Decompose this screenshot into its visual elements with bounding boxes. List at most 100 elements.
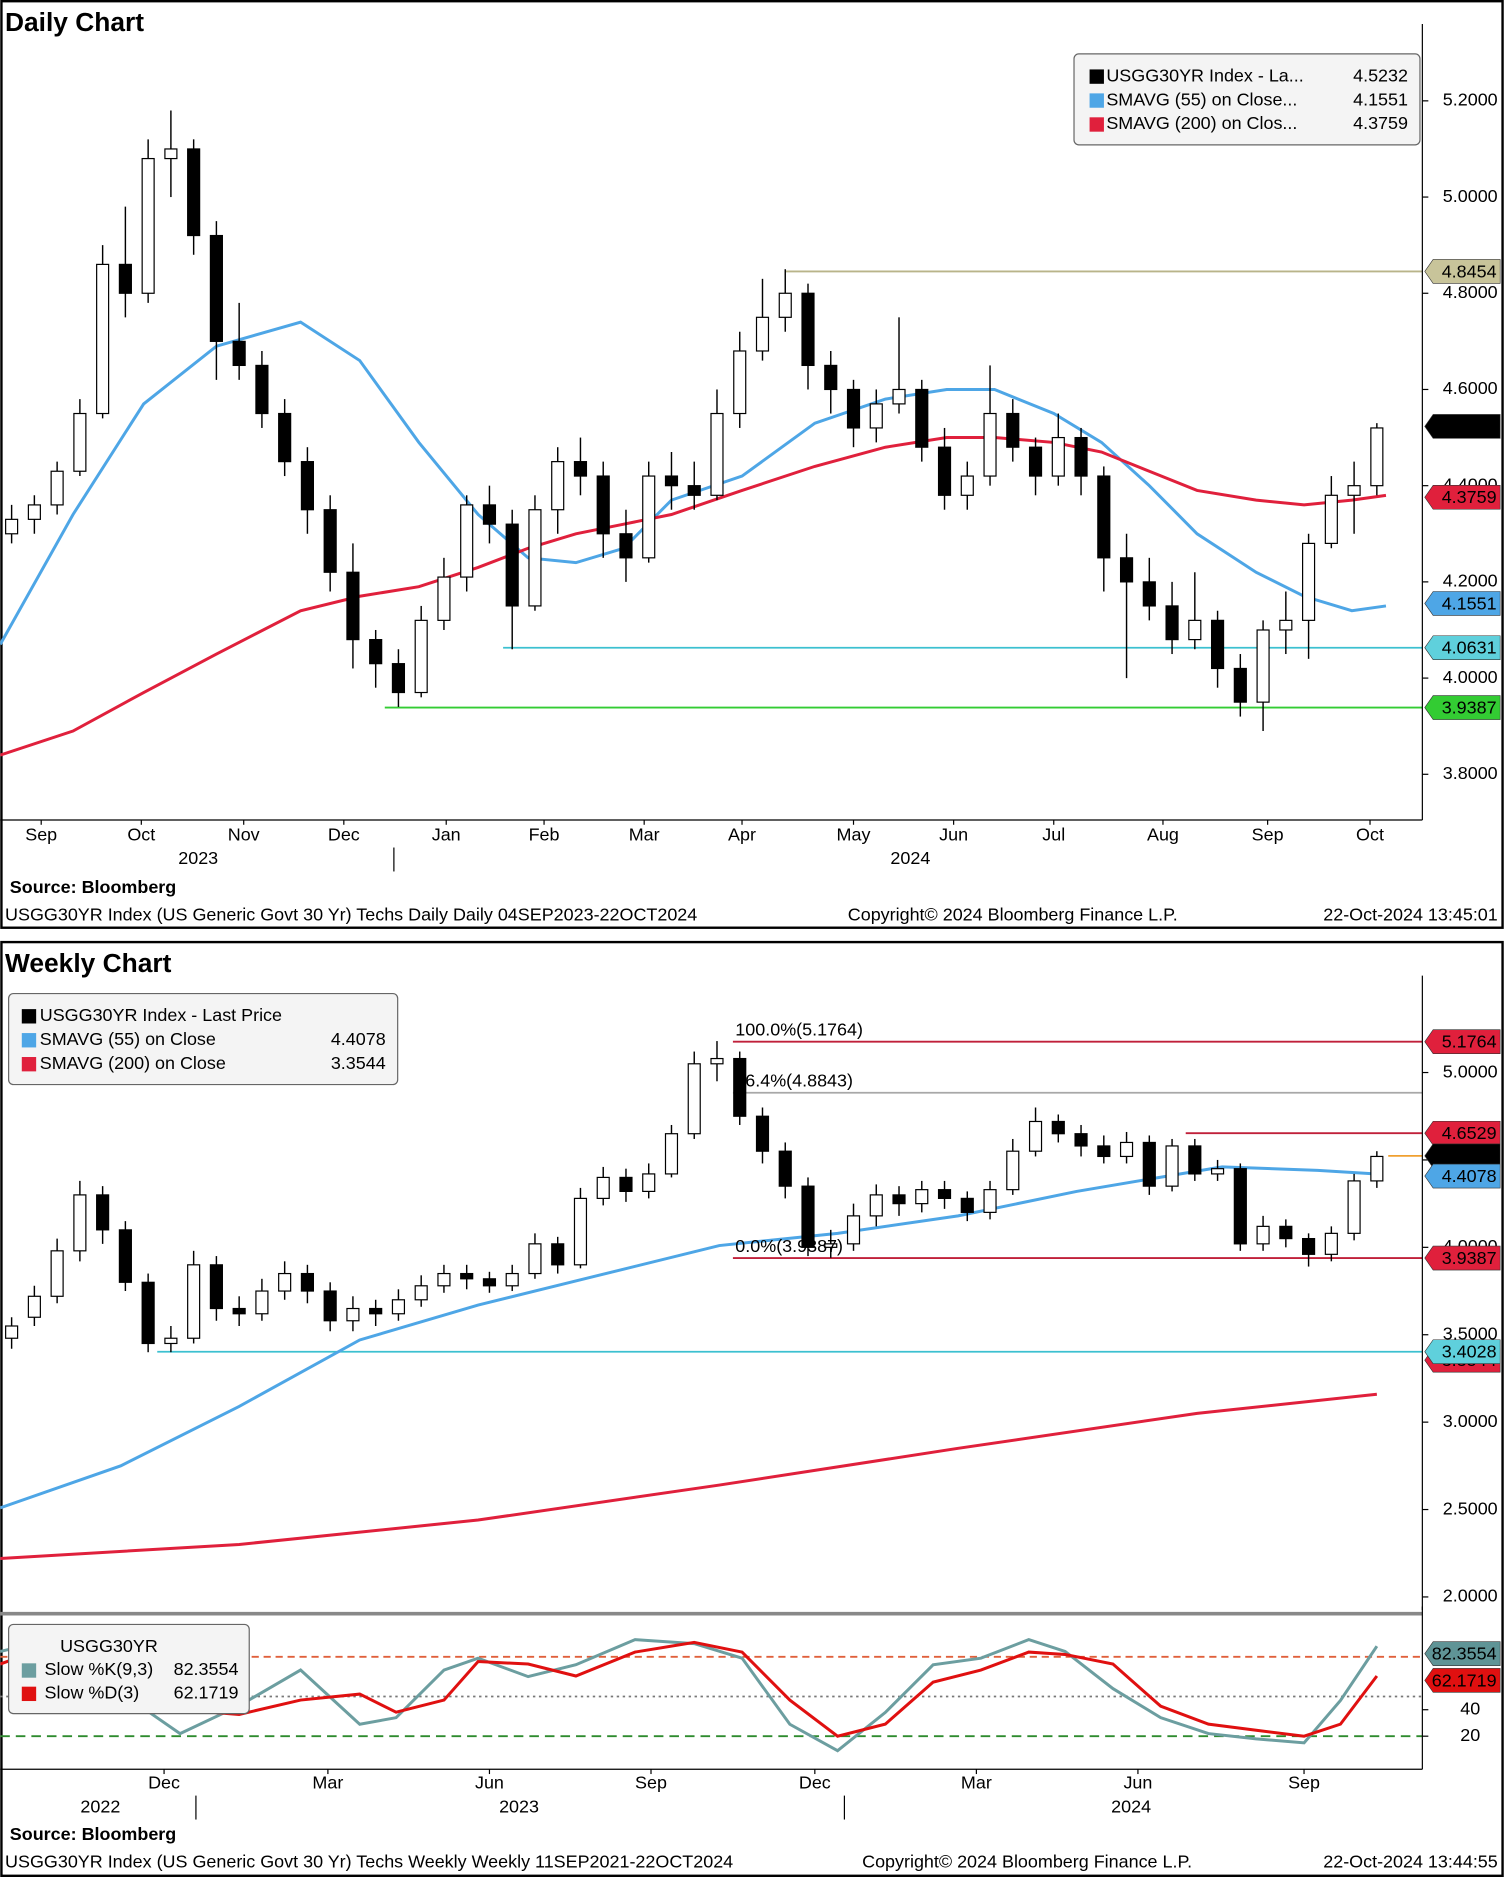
price-tag — [1424, 1245, 1501, 1271]
candle-body — [482, 1278, 497, 1287]
legend-name: Slow %K(9,3) — [45, 1659, 154, 1679]
candle-body — [778, 1150, 792, 1187]
price-tag — [1424, 1641, 1501, 1666]
price-tag-label: 4.5232 — [1442, 416, 1497, 436]
source: Source: Bloomberg — [10, 877, 176, 897]
candle-body — [232, 340, 246, 367]
candle-body — [300, 461, 315, 511]
y-tick-label: 3.0000 — [1443, 1411, 1498, 1431]
legend-swatch — [21, 1663, 37, 1678]
candle-body — [1006, 412, 1020, 448]
x-tick-label: Aug — [1147, 824, 1179, 844]
x-tick-label: Jul — [1042, 824, 1065, 844]
price-tag — [1424, 1120, 1501, 1146]
x-tick-label: May — [837, 824, 871, 844]
legend-name: SMAVG (55) on Close — [40, 1029, 216, 1049]
candle-body — [869, 403, 883, 429]
y-tick-label: 40 — [1460, 1698, 1480, 1718]
x-tick-label: Mar — [629, 824, 660, 844]
series-line — [0, 1392, 1378, 1560]
legend-swatch — [1089, 117, 1104, 132]
candle-body — [414, 619, 428, 694]
plot-area — [0, 1040, 1423, 1560]
price-tag — [1424, 259, 1501, 284]
candle-body — [73, 412, 87, 472]
year-label: 2022 — [80, 1796, 120, 1816]
legend-swatch — [21, 1686, 37, 1702]
candle-body — [232, 1307, 246, 1315]
y-tick-label: 4.6000 — [1443, 378, 1498, 398]
x-tick-label: Sep — [25, 824, 57, 844]
candle-body — [505, 1272, 519, 1287]
legend-name: SMAVG (200) on Close — [40, 1053, 226, 1073]
candle-body — [619, 1176, 633, 1192]
legend-value: 82.3554 — [174, 1659, 239, 1679]
candle-body — [346, 571, 360, 641]
legend-name: USGG30YR Index - La... — [1106, 65, 1303, 85]
legend-value: 4.5232 — [1353, 65, 1408, 85]
plot-area — [0, 110, 1423, 757]
x-tick-label: Sep — [1288, 1772, 1320, 1792]
candle-body — [1324, 494, 1338, 544]
candle-body — [528, 1243, 542, 1275]
candle-body — [482, 504, 497, 525]
candle-body — [983, 1189, 997, 1213]
candle-body — [1324, 1232, 1338, 1255]
price-tag-label: 4.0631 — [1442, 638, 1497, 658]
candle-body — [1188, 619, 1202, 641]
candle-body — [141, 157, 155, 294]
candle-body — [892, 388, 906, 405]
x-tick-label: Jun — [1123, 1772, 1152, 1792]
candle-body — [5, 518, 19, 535]
x-tick-label: Dec — [799, 1772, 831, 1792]
price-tag — [1424, 695, 1501, 720]
legend-swatch — [21, 1033, 37, 1048]
x-tick-label: Nov — [228, 824, 260, 844]
candle-body — [551, 1243, 565, 1266]
candle-body — [755, 316, 770, 352]
candle-body — [892, 1194, 906, 1205]
x-tick-label: Jun — [939, 824, 968, 844]
price-tag — [1424, 1163, 1501, 1189]
candle-body — [1302, 542, 1316, 621]
candle-body — [551, 461, 565, 511]
candle-body — [1028, 446, 1043, 477]
candle-body — [369, 639, 383, 665]
candle-body — [1302, 1237, 1316, 1255]
legend-swatch — [1089, 93, 1104, 108]
candle-body — [437, 576, 451, 621]
candle-body — [846, 1215, 861, 1245]
candle-body — [1233, 1168, 1247, 1245]
price-tag — [1424, 414, 1501, 439]
source: Source: Bloomberg — [10, 1824, 176, 1844]
fib-label: 76.4%(4.8843) — [735, 1071, 853, 1091]
candle-body — [141, 1281, 155, 1345]
copyright: Copyright© 2024 Bloomberg Finance L.P. — [848, 904, 1178, 924]
candle-body — [437, 1272, 451, 1287]
legend-value: 4.1551 — [1353, 89, 1408, 109]
price-tag-label: 4.3759 — [1442, 487, 1497, 507]
candle-body — [460, 1272, 474, 1280]
series-line — [0, 436, 1387, 757]
candle-body — [869, 1194, 883, 1217]
candle-body — [960, 1197, 974, 1213]
price-tag — [1424, 635, 1501, 661]
candle-body — [187, 148, 201, 237]
candle-body — [391, 663, 406, 694]
candle-body — [414, 1285, 428, 1301]
legend-title: USGG30YR — [60, 1636, 158, 1656]
year-label: 2023 — [499, 1796, 539, 1816]
candle-body — [1210, 619, 1225, 670]
footer-left: USGG30YR Index (US Generic Govt 30 Yr) T… — [5, 904, 697, 924]
candle-body — [164, 1337, 178, 1345]
chart-title: Weekly Chart — [5, 948, 172, 978]
legend-value: 4.4078 — [331, 1029, 386, 1049]
candle-body — [5, 1325, 19, 1339]
candle-body — [664, 475, 679, 487]
y-tick-label: 4.8000 — [1443, 282, 1498, 302]
legend-value: 3.3544 — [331, 1053, 386, 1073]
candle-body — [528, 509, 542, 607]
price-tag-label: 4.4078 — [1442, 1166, 1497, 1186]
fib-label: 0.0%(3.9387) — [735, 1236, 843, 1256]
price-tag-label: 5.1764 — [1442, 1032, 1497, 1052]
